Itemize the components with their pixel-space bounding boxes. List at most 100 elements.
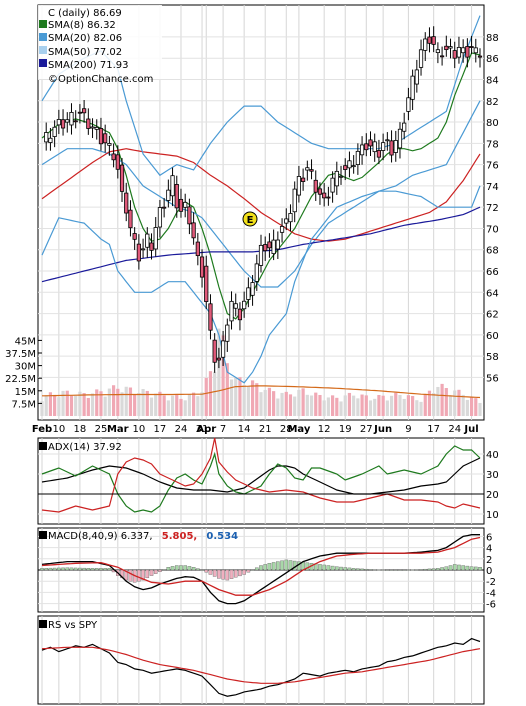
volume-bar xyxy=(288,394,293,416)
volume-bar xyxy=(339,401,343,416)
volume-bar xyxy=(347,392,352,416)
macd-histogram-bar xyxy=(440,567,444,571)
volume-bar xyxy=(322,400,326,416)
volume-bar xyxy=(301,388,305,416)
candle-body xyxy=(423,38,428,51)
macd-tick-label: 2 xyxy=(486,555,492,566)
price-tick-label: 68 xyxy=(486,246,499,257)
volume-bar xyxy=(440,383,444,416)
candle-body xyxy=(233,303,238,309)
candle-body xyxy=(225,324,230,342)
date-tick-label: 18 xyxy=(74,424,87,435)
macd-histogram-bar xyxy=(372,569,377,571)
volume-bar xyxy=(465,399,469,416)
candle-body xyxy=(296,176,302,196)
macd-histogram-bar xyxy=(448,565,453,571)
macd-histogram-bar xyxy=(339,566,343,571)
price-tick-label: 64 xyxy=(486,288,499,299)
macd-histogram-bar xyxy=(356,568,360,571)
macd-histogram-bar xyxy=(200,569,204,571)
candle-body xyxy=(275,239,280,250)
macd-histogram-bar xyxy=(436,568,440,571)
volume-tick-label: 7.5M xyxy=(11,399,36,410)
volume-bar xyxy=(196,396,200,416)
macd-histogram-bar xyxy=(267,563,272,571)
candle-body xyxy=(267,241,272,249)
candle-body xyxy=(52,126,57,137)
volume-bar xyxy=(204,377,208,416)
volume-bar xyxy=(133,394,137,416)
rs-lines xyxy=(41,637,481,697)
macd-histogram-bar xyxy=(166,567,171,571)
candle-body xyxy=(284,218,289,224)
candle-body xyxy=(456,46,462,58)
volume-bar xyxy=(272,391,276,416)
candle-body xyxy=(465,46,470,58)
macd-line-signal xyxy=(41,536,481,596)
volume-bars xyxy=(40,328,482,416)
candle-body xyxy=(477,55,483,58)
adx-line-di xyxy=(41,445,481,513)
candle-body xyxy=(326,196,331,199)
macd-signal-value: 5.805, xyxy=(162,531,197,542)
candle-body xyxy=(334,170,339,187)
adx-tick-label: 20 xyxy=(486,490,499,501)
macd-histogram-bar xyxy=(469,566,474,571)
candle-body xyxy=(94,127,99,130)
volume-average-line xyxy=(42,385,481,399)
candle-body xyxy=(44,132,49,143)
date-tick-label: Mar xyxy=(107,424,129,435)
date-tick-label: 25 xyxy=(95,424,108,435)
volume-bar xyxy=(183,400,187,416)
macd-histogram-bar xyxy=(191,567,196,571)
macd-histogram-bar xyxy=(86,568,91,571)
macd-histogram-bar xyxy=(360,568,364,571)
legend-swatch-rs xyxy=(39,620,47,628)
candle-body xyxy=(56,119,61,126)
macd-histogram-bar xyxy=(478,567,482,571)
candle-body xyxy=(305,167,310,171)
macd-histogram-bar xyxy=(381,569,385,571)
macd-histogram-bar xyxy=(137,569,141,582)
volume-bar xyxy=(415,400,419,416)
macd-histogram-bar xyxy=(393,569,398,571)
date-tick-label: 21 xyxy=(259,424,272,435)
macd-histogram-bar xyxy=(427,568,432,571)
macd-histogram-bar xyxy=(73,567,78,571)
chart-title: C (daily) 86.69 xyxy=(48,8,122,19)
rs-panel-frame xyxy=(37,615,485,705)
macd-histogram-bar xyxy=(406,569,411,571)
volume-bar xyxy=(461,394,465,416)
volume-bar xyxy=(61,390,65,416)
volume-bar xyxy=(284,391,288,416)
volume-bar xyxy=(398,394,402,416)
candle-body xyxy=(418,49,424,68)
legend-sma8: SMA(8) 86.32 xyxy=(48,20,116,31)
volume-bar xyxy=(229,379,234,416)
macd-histogram-bar xyxy=(259,565,263,571)
candle-body xyxy=(132,233,137,240)
candle-body xyxy=(166,189,171,201)
macd-histogram-bar xyxy=(461,565,465,571)
volume-bar xyxy=(402,398,406,416)
price-tick-label: 66 xyxy=(486,267,499,278)
candle-body xyxy=(381,142,386,151)
date-tick-label: May xyxy=(287,424,310,435)
volume-bar xyxy=(162,395,166,416)
macd-tick-label: 0 xyxy=(486,566,492,577)
volume-bar xyxy=(343,395,347,416)
candle-body xyxy=(77,111,83,114)
volume-bar xyxy=(217,328,221,416)
volume-bar xyxy=(128,387,133,416)
macd-histogram-bar xyxy=(90,568,95,571)
macd-histogram-bar xyxy=(179,565,183,571)
macd-histogram-bar xyxy=(183,565,187,571)
macd-histogram-bar xyxy=(238,569,242,577)
macd-histogram-bar xyxy=(335,566,339,571)
candle-body xyxy=(473,47,478,54)
volume-bar xyxy=(213,371,217,416)
macd-histogram-bar xyxy=(48,567,53,571)
macd-histogram-bar xyxy=(473,566,478,571)
candle-body xyxy=(343,165,348,170)
